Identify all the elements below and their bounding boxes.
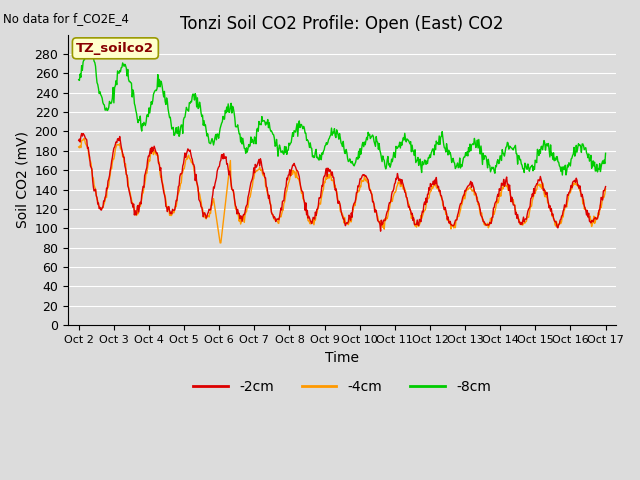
Title: Tonzi Soil CO2 Profile: Open (East) CO2: Tonzi Soil CO2 Profile: Open (East) CO2 xyxy=(180,15,504,33)
Legend: -2cm, -4cm, -8cm: -2cm, -4cm, -8cm xyxy=(188,374,497,400)
Y-axis label: Soil CO2 (mV): Soil CO2 (mV) xyxy=(15,132,29,228)
Text: TZ_soilco2: TZ_soilco2 xyxy=(76,42,154,55)
Text: No data for f_CO2E_4: No data for f_CO2E_4 xyxy=(3,12,129,25)
X-axis label: Time: Time xyxy=(325,350,359,364)
